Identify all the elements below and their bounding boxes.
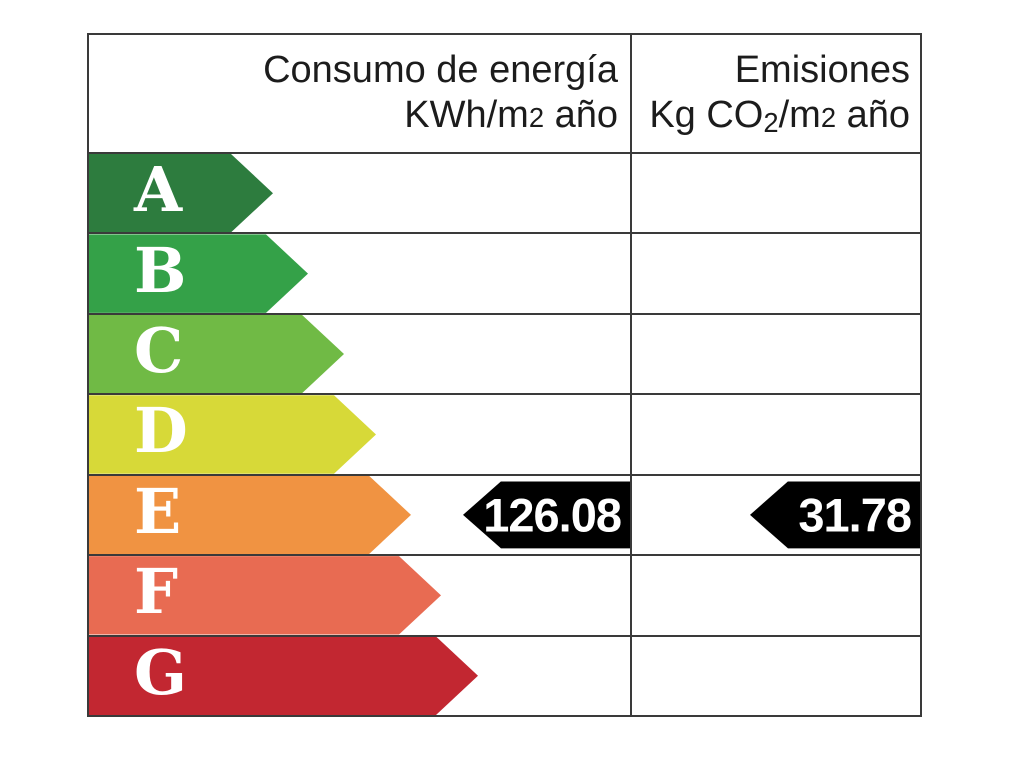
column-divider: [630, 35, 632, 715]
rating-letter-f: F: [134, 555, 179, 629]
table-header: Consumo de energía KWh/m2 año Emisiones …: [89, 35, 920, 154]
rating-arrow-f: F: [89, 556, 441, 634]
emissions-value: 31.78: [798, 488, 912, 542]
emissions-column-header: Emisiones Kg CO2/m2 año: [630, 35, 920, 152]
rating-arrow-g: G: [89, 637, 478, 715]
rating-letter-e: E: [134, 474, 182, 548]
emissions-header-line1: Emisiones: [734, 49, 910, 91]
rating-arrow-d: D: [89, 395, 376, 473]
emissions-value-arrow: 31.78: [750, 481, 920, 549]
consumption-header-line1: Consumo de energía: [263, 49, 618, 91]
rating-arrow-b: B: [89, 234, 308, 312]
rating-row-b: B: [89, 232, 920, 312]
rating-letter-d: D: [134, 394, 188, 468]
rating-row-g: G: [89, 634, 920, 715]
rating-arrow-c: C: [89, 315, 344, 393]
consumption-column-header: Consumo de energía KWh/m2 año: [89, 35, 630, 152]
rating-row-c: C: [89, 312, 920, 393]
rating-rows: A B C D E 126.08 31.78: [89, 154, 920, 715]
rating-row-e: E 126.08 31.78: [89, 473, 920, 554]
emissions-header-line2: Kg CO2/m2 año: [649, 93, 910, 138]
rating-row-d: D: [89, 393, 920, 473]
energy-certificate-table: Consumo de energía KWh/m2 año Emisiones …: [87, 33, 922, 717]
rating-letter-a: A: [134, 153, 183, 227]
consumption-value: 126.08: [483, 488, 622, 542]
rating-letter-g: G: [134, 635, 187, 709]
rating-row-a: A: [89, 154, 920, 232]
consumption-header-line2: KWh/m2 año: [404, 93, 618, 136]
rating-arrow-e: E: [89, 476, 411, 554]
rating-letter-b: B: [134, 233, 187, 307]
rating-row-f: F: [89, 554, 920, 634]
rating-letter-c: C: [134, 314, 184, 388]
rating-arrow-a: A: [89, 154, 273, 232]
consumption-value-arrow: 126.08: [463, 481, 630, 549]
